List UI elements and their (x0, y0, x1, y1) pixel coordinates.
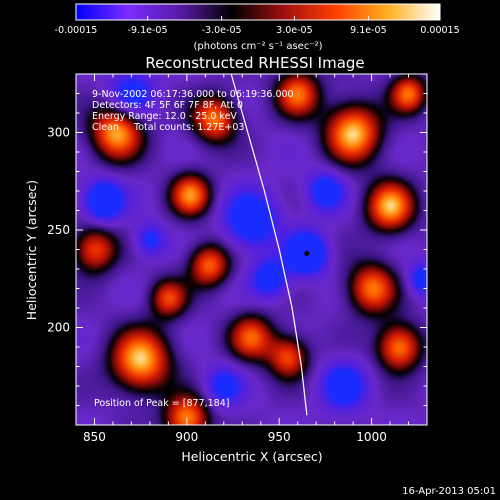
y-axis-label: Heliocentric Y (arcsec) (24, 180, 39, 320)
annotation-clean-counts: Clean Total counts: 1.27E+03 (92, 122, 244, 133)
y-tick-label: 300 (47, 126, 70, 140)
solar-limb-line (230, 74, 308, 416)
peak-marker (304, 250, 310, 256)
annotation-peak-position: Position of Peak = [877,184] (94, 398, 229, 409)
annotation-time-range: 9-Nov-2002 06:17:36.000 to 06:19:36.000 (92, 89, 294, 100)
colorbar-tick-label: -0.00015 (55, 25, 98, 36)
annotation-energy-range: Energy Range: 12.0 - 25.0 keV (92, 111, 237, 122)
x-tick-label: 900 (175, 430, 198, 444)
chart-title: Reconstructed RHESSI Image (145, 54, 364, 72)
axis-ticks: 850 900 950 1000 200 250 300 (47, 73, 427, 444)
colorbar-tick-label: -3.0e-05 (202, 25, 242, 36)
colorbar-tick-label: -9.1e-05 (128, 25, 168, 36)
colorbar-tick-label: 9.1e-05 (350, 25, 386, 36)
heatmap-image (76, 74, 427, 425)
x-axis-label: Heliocentric X (arcsec) (181, 449, 322, 464)
x-tick-label: 950 (268, 430, 291, 444)
y-tick-label: 250 (47, 223, 70, 237)
colorbar-tick-label: 3.0e-05 (276, 25, 312, 36)
colorbar-tick-label: 0.00015 (420, 25, 459, 36)
x-tick-label: 850 (83, 430, 106, 444)
colorbar (76, 4, 440, 20)
footer-date: 16-Apr-2013 05:01 (402, 486, 496, 497)
x-tick-label: 1000 (356, 430, 387, 444)
colorbar-unit-label: (photons cm⁻² s⁻¹ asec⁻²) (193, 41, 322, 52)
colorbar-ticks: -0.00015 -9.1e-05 -3.0e-05 3.0e-05 9.1e-05 0.… (55, 16, 460, 36)
colorbar-frame (75, 3, 441, 21)
y-tick-label: 200 (47, 321, 70, 335)
annotation-detectors: Detectors: 4F 5F 6F 7F 8F, Att 0 (92, 100, 243, 111)
heatmap-raster (76, 74, 427, 425)
